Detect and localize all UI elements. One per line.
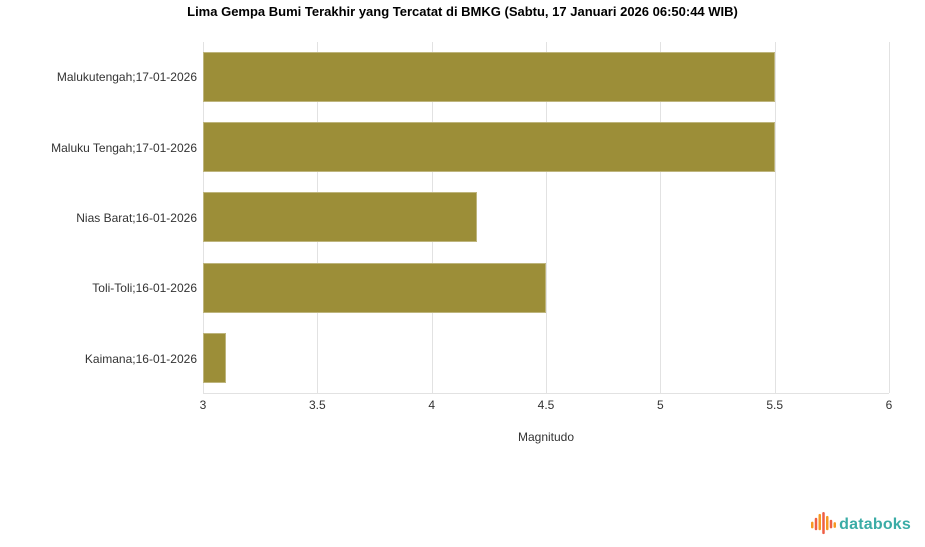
databoks-logo[interactable]: databoks bbox=[811, 510, 911, 539]
bar-2[interactable] bbox=[203, 122, 775, 173]
plot-area bbox=[203, 42, 890, 394]
databoks-logo-text: databoks bbox=[839, 515, 911, 533]
bar-3[interactable] bbox=[203, 192, 478, 243]
x-axis-title: Magnitudo bbox=[517, 430, 575, 444]
gridline bbox=[774, 42, 776, 393]
x-tick-label: 3 bbox=[199, 398, 207, 412]
gridline bbox=[660, 42, 662, 393]
x-tick-label: 4.5 bbox=[537, 398, 555, 412]
gridline bbox=[889, 42, 890, 393]
x-tick-label: 3.5 bbox=[308, 398, 326, 412]
y-category-label: Toli-Toli;16-01-2026 bbox=[92, 281, 197, 296]
bar-4[interactable] bbox=[203, 262, 546, 313]
x-tick-label: 4 bbox=[428, 398, 435, 412]
y-axis-labels: Malukutengah;17-01-2026 Maluku Tengah;17-… bbox=[0, 42, 197, 394]
x-tick-label: 5 bbox=[656, 398, 664, 412]
x-tick-label: 6 bbox=[885, 398, 893, 412]
y-category-label: Malukutengah;17-01-2026 bbox=[56, 70, 197, 85]
y-category-label: Nias Barat;16-01-2026 bbox=[76, 210, 197, 225]
x-tick-label: 5.5 bbox=[766, 398, 783, 412]
chart-title: Lima Gempa Bumi Terakhir yang Tercatat d… bbox=[187, 4, 738, 19]
x-axis-ticks: 3 3.5 4 4.5 5 5.5 6 bbox=[199, 398, 893, 414]
y-category-label: Maluku Tengah;17-01-2026 bbox=[51, 140, 197, 155]
y-category-label: Kaimana;16-01-2026 bbox=[84, 351, 197, 366]
databoks-pulse-icon bbox=[811, 512, 837, 535]
bar-5[interactable] bbox=[203, 332, 226, 383]
bar-1[interactable] bbox=[203, 52, 775, 102]
gridline bbox=[546, 42, 547, 393]
